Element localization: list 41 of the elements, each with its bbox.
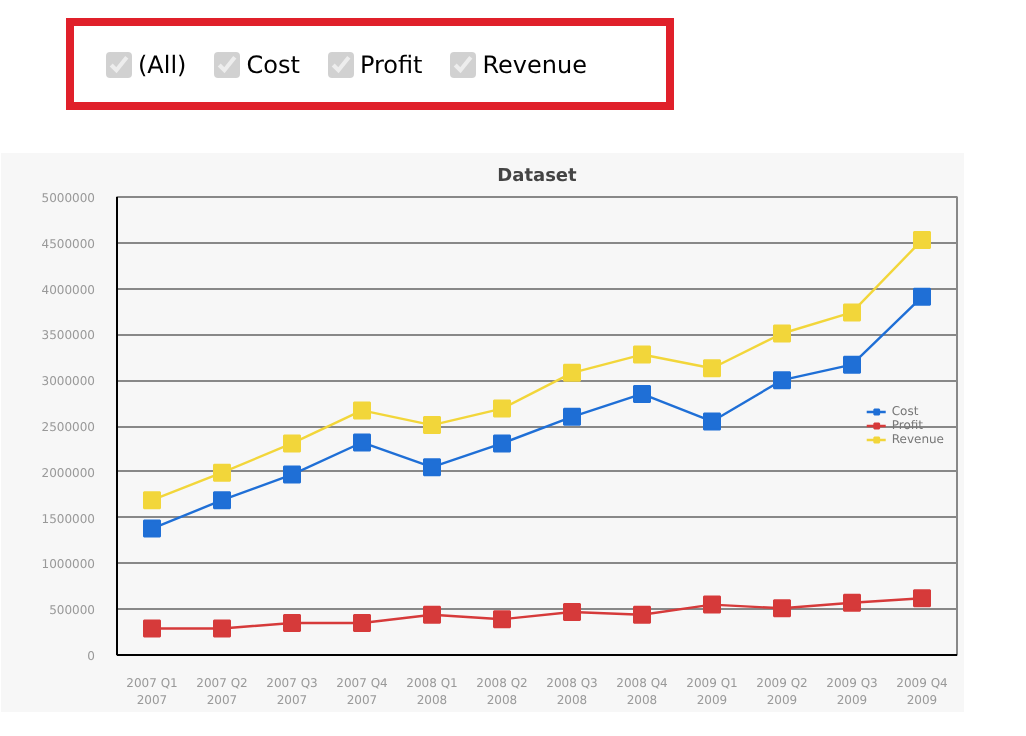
text: Profit <box>359 51 423 80</box>
point <box>913 287 931 306</box>
point <box>213 491 231 510</box>
point <box>213 619 231 638</box>
point <box>913 589 931 608</box>
point <box>633 345 651 364</box>
point <box>353 433 371 452</box>
point <box>773 599 791 618</box>
point <box>143 519 161 538</box>
point <box>283 434 301 453</box>
point <box>563 407 581 426</box>
point <box>423 458 441 477</box>
point <box>493 610 511 629</box>
point <box>773 371 791 390</box>
point <box>843 303 861 322</box>
point <box>493 434 511 453</box>
point <box>703 359 721 378</box>
point <box>703 412 721 431</box>
point <box>353 613 371 632</box>
point <box>633 605 651 624</box>
point <box>703 595 721 614</box>
point <box>913 231 931 250</box>
point <box>843 355 861 374</box>
point <box>423 416 441 435</box>
point <box>633 384 651 403</box>
point <box>283 465 301 484</box>
point <box>773 324 791 343</box>
point <box>563 602 581 621</box>
chart-title: Dataset <box>497 167 579 187</box>
point <box>213 463 231 482</box>
text: (All) <box>138 51 187 80</box>
text: Revenue <box>482 51 588 80</box>
point <box>283 613 301 632</box>
point <box>423 605 441 624</box>
point <box>143 491 161 510</box>
point <box>843 593 861 612</box>
point <box>493 399 511 418</box>
point <box>143 619 161 638</box>
text: Cost <box>246 51 300 80</box>
point <box>563 363 581 382</box>
point <box>353 401 371 420</box>
